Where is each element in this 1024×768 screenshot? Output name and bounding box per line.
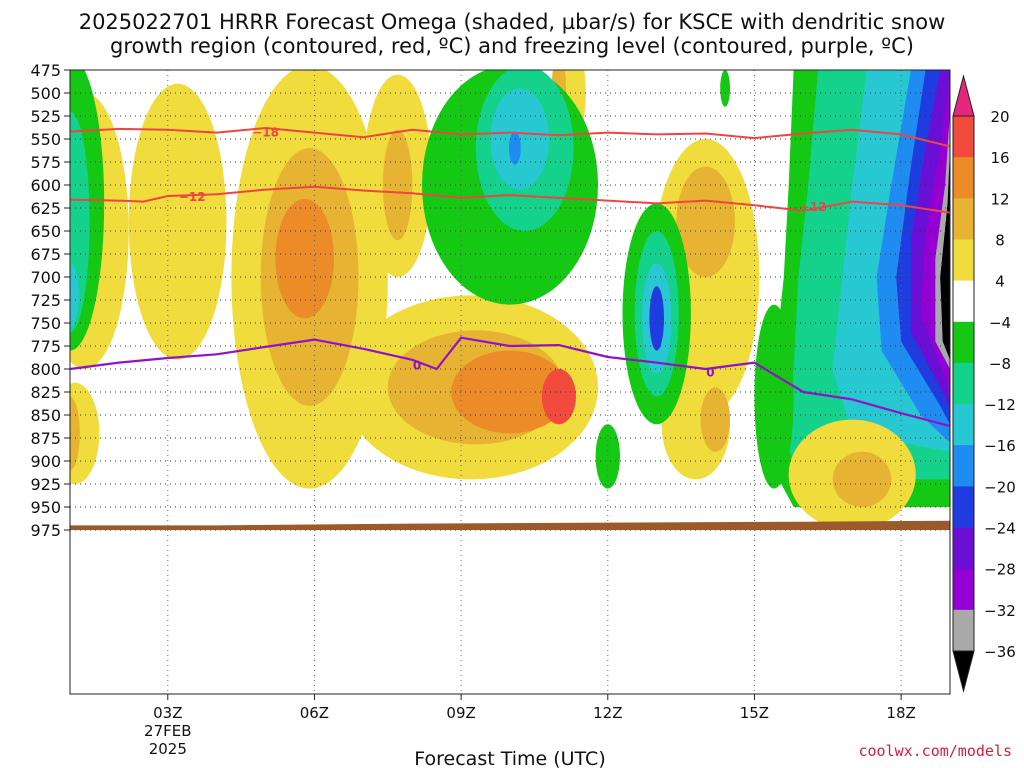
colorbar-label-7: −12 <box>984 396 1016 414</box>
colorbar-label-13: −36 <box>984 643 1016 661</box>
colorbar-segment-2 <box>953 198 974 240</box>
omega-region-10 <box>541 369 577 425</box>
x-tick-label-2: 09Z <box>446 704 475 722</box>
x-tick-label-4: 15Z <box>740 704 769 722</box>
colorbar-segment-11 <box>953 568 974 611</box>
plot-frame <box>69 69 951 695</box>
y-tick-label-5: 600 <box>30 176 61 195</box>
colorbar-segment-12 <box>953 609 974 652</box>
chart-title-line2: growth region (contoured, red, ºC) and f… <box>110 34 914 58</box>
y-tick-label-8: 675 <box>30 245 61 264</box>
y-tick-label-9: 700 <box>30 268 61 287</box>
contour-label-2: −12 <box>800 200 827 214</box>
omega-shading <box>70 70 950 530</box>
colorbar: 20 16 12 8 4 −4 −8 −12 −16 −20 −24 −28 −32 −36 <box>952 74 1016 693</box>
y-tick-label-18: 925 <box>30 475 61 494</box>
colorbar-label-1: 16 <box>990 149 1009 167</box>
y-tick-label-10: 725 <box>30 291 61 310</box>
chart-title-line1: 2025022701 HRRR Forecast Omega (shaded, … <box>79 10 946 34</box>
colorbar-segment-6 <box>953 362 974 405</box>
colorbar-segment-9 <box>953 486 974 529</box>
x-tick-label-3: 12Z <box>593 704 622 722</box>
colorbar-label-8: −16 <box>984 437 1016 455</box>
colorbar-label-2: 12 <box>990 190 1009 208</box>
x-tick-label-0: 03Z <box>153 704 182 722</box>
y-tick-label-7: 650 <box>30 222 61 241</box>
contour-lines <box>70 127 950 428</box>
contour-freezing-2 <box>70 336 950 428</box>
y-tick-label-11: 750 <box>30 314 61 333</box>
colorbar-segment-10 <box>953 527 974 570</box>
omega-region-32 <box>595 424 620 489</box>
x-tick-date-0: 27FEB <box>144 722 191 740</box>
contour-label-0: −18 <box>252 126 279 140</box>
contour-label-3: 0 <box>413 358 421 372</box>
colorbar-segment-3 <box>953 239 974 282</box>
colorbar-label-4: 4 <box>995 273 1005 291</box>
omega-region-27 <box>509 131 521 165</box>
colorbar-segment-7 <box>953 404 974 446</box>
omega-region-33 <box>720 70 730 107</box>
colorbar-label-11: −28 <box>984 561 1016 579</box>
omega-region-19 <box>70 382 100 484</box>
colorbar-segment-0 <box>953 116 974 158</box>
omega-region-18 <box>832 451 892 507</box>
contour-dgz-1 <box>70 185 950 214</box>
y-tick-label-0: 475 <box>30 61 61 80</box>
colorbar-frame <box>952 115 975 652</box>
credit-text: coolwx.com/models <box>858 742 1012 760</box>
omega-region-23 <box>70 263 79 328</box>
colorbar-segment-5 <box>953 321 974 364</box>
colorbar-label-9: −20 <box>984 478 1016 496</box>
y-tick-label-1: 500 <box>30 84 61 103</box>
colorbar-segment-1 <box>953 157 974 199</box>
contour-labels: −18 −12 −12 0 0 <box>179 126 827 380</box>
omega-region-14 <box>700 387 730 452</box>
x-tick-year-0: 2025 <box>149 740 187 758</box>
y-tick-label-13: 800 <box>30 360 61 379</box>
y-tick-label-3: 550 <box>30 130 61 149</box>
omega-region-4 <box>275 198 335 319</box>
y-tick-label-12: 775 <box>30 337 61 356</box>
y-tick-label-15: 850 <box>30 406 61 425</box>
ground-terrain <box>70 520 950 530</box>
y-tick-label-19: 950 <box>30 498 61 517</box>
x-axis-label: Forecast Time (UTC) <box>414 748 605 768</box>
y-tick-label-16: 875 <box>30 429 61 448</box>
x-tick-label-1: 06Z <box>300 704 329 722</box>
y-tick-label-4: 575 <box>30 153 61 172</box>
y-tick-label-2: 525 <box>30 107 61 126</box>
colorbar-label-10: −24 <box>984 520 1016 538</box>
y-tick-label-20: 975 <box>30 521 61 540</box>
colorbar-segment-8 <box>953 445 974 487</box>
omega-region-6 <box>382 129 413 241</box>
ground-surface <box>70 520 950 530</box>
contour-label-4: 0 <box>706 366 714 380</box>
omega-region-12 <box>676 166 735 277</box>
colorbar-label-5: −4 <box>989 314 1011 332</box>
omega-region-1 <box>128 83 227 360</box>
plot-area <box>70 70 950 694</box>
colorbar-label-6: −8 <box>989 355 1011 373</box>
contour-dgz-0 <box>70 127 950 148</box>
colorbar-label-3: 8 <box>995 232 1005 250</box>
colorbar-label-0: 20 <box>990 108 1009 126</box>
colorbar-segment-4 <box>953 280 974 323</box>
y-tick-label-6: 625 <box>30 199 61 218</box>
omega-region-20 <box>70 396 80 471</box>
omega-region-31 <box>649 286 664 351</box>
y-tick-label-14: 825 <box>30 383 61 402</box>
y-tick-label-17: 900 <box>30 452 61 471</box>
x-tick-label-5: 18Z <box>886 704 915 722</box>
y-axis: 475 500 525 550 575 600 625 650 675 700 725 750 775 8… <box>30 61 70 540</box>
omega-region-34 <box>754 304 794 489</box>
colorbar-label-12: −32 <box>984 602 1016 620</box>
contour-label-1: −12 <box>179 190 206 204</box>
